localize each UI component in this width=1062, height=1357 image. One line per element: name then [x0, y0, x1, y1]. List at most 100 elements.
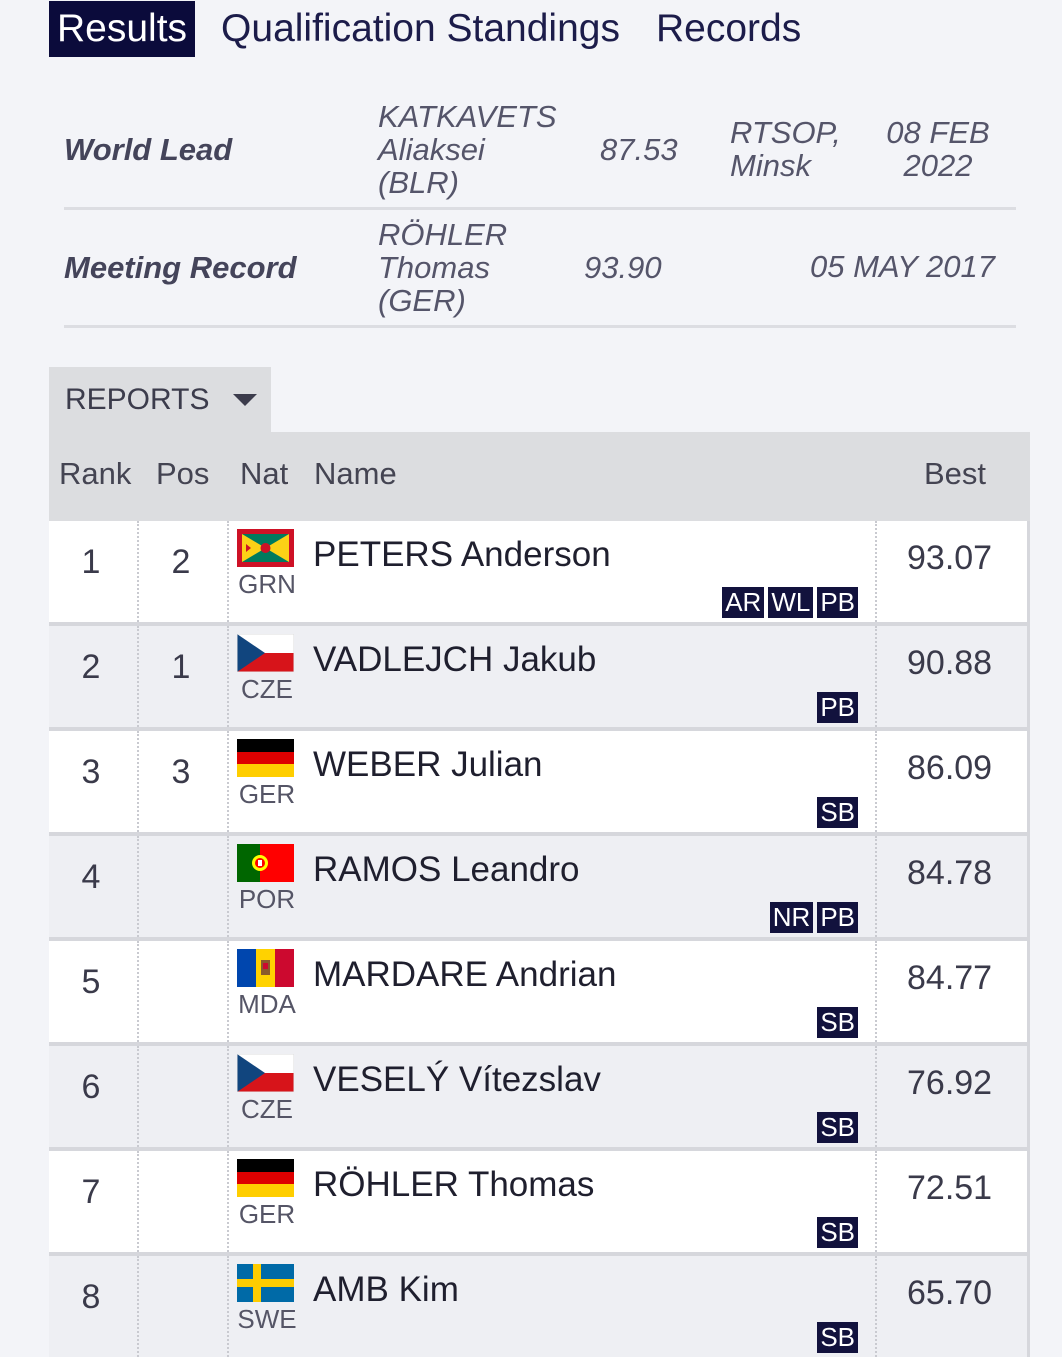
header-nat[interactable]: Nat [240, 456, 289, 491]
nat-code: GER [238, 779, 296, 809]
column-divider [137, 731, 139, 832]
tab-qualification-standings[interactable]: Qualification Standings [221, 7, 620, 50]
divider [64, 325, 1016, 328]
record-badges: AR WL PB [722, 587, 858, 618]
best-mark: 86.09 [907, 749, 993, 787]
table-row[interactable]: 1 2 GRN PETERS Anderson AR WL PB 93.07 [49, 521, 1030, 626]
best-mark: 76.92 [907, 1064, 993, 1102]
column-divider [227, 1256, 229, 1357]
athlete-name-link[interactable]: RAMOS Leandro [313, 850, 580, 889]
column-divider [137, 521, 139, 622]
column-divider [875, 836, 877, 937]
header-best[interactable]: Best [924, 456, 987, 491]
table-row[interactable]: 4 POR RAMOS Leandro NR PB 84.78 [49, 836, 1030, 941]
athlete-name-link[interactable]: RÖHLER Thomas [313, 1165, 595, 1204]
table-row[interactable]: 8 SWE AMB Kim SB 65.70 [49, 1256, 1030, 1357]
tab-results[interactable]: Results [49, 1, 196, 57]
rank-cell: 4 [81, 858, 101, 896]
athlete-name-link[interactable]: VADLEJCH Jakub [313, 640, 597, 679]
caret-down-icon [233, 394, 258, 406]
flag-cze-icon [236, 1053, 295, 1093]
athlete-name-link[interactable]: VESELÝ Vítezslav [313, 1060, 601, 1099]
world-lead-date-day-month: 08 FEB [886, 115, 990, 150]
column-divider [875, 941, 877, 1042]
world-lead-venue-city: Minsk [730, 148, 811, 183]
meeting-record-athlete: RÖHLER Thomas (GER) [378, 218, 578, 317]
badge-sb: SB [817, 1217, 858, 1248]
flag-ger-icon [237, 1159, 294, 1197]
header-name[interactable]: Name [314, 456, 397, 491]
world-lead-row: World Lead KATKAVETS Aliaksei (BLR) 87.5… [64, 98, 1016, 206]
rank-cell: 5 [81, 963, 101, 1001]
meeting-record-athlete-surname: RÖHLER [378, 217, 508, 252]
rank-cell: 2 [81, 648, 101, 686]
pos-cell: 1 [171, 648, 191, 686]
table-body: 1 2 GRN PETERS Anderson AR WL PB 93.07 2 1… [49, 521, 1030, 1357]
world-lead-venue-meeting: RTSOP, [730, 115, 841, 150]
meeting-record-athlete-country: (GER) [378, 283, 466, 318]
table-row[interactable]: 2 1 CZE VADLEJCH Jakub PB 90.88 [49, 626, 1030, 731]
world-lead-mark: 87.53 [600, 132, 678, 167]
flag-swe-icon [237, 1264, 294, 1302]
column-divider [875, 626, 877, 727]
column-divider [137, 1256, 139, 1357]
record-badges: NR PB [769, 902, 858, 933]
best-mark: 72.51 [907, 1169, 993, 1207]
column-divider [227, 941, 229, 1042]
flag-grn-icon [237, 529, 294, 567]
column-divider [227, 1151, 229, 1252]
nat-code: SWE [237, 1304, 297, 1334]
world-lead-athlete-surname: KATKAVETS [378, 99, 557, 134]
column-divider [137, 626, 139, 727]
athlete-name-link[interactable]: AMB Kim [313, 1270, 459, 1309]
rank-cell: 1 [81, 543, 101, 581]
flag-cze-icon [236, 633, 295, 673]
rank-cell: 3 [81, 753, 101, 791]
column-divider [875, 1046, 877, 1147]
record-badges: SB [817, 1112, 858, 1143]
results-tabs: Results Qualification Standings Records [49, 0, 833, 58]
nat-code: GRN [238, 569, 296, 599]
row-edge [1027, 836, 1030, 937]
best-mark: 93.07 [907, 539, 993, 577]
row-edge [1027, 1046, 1030, 1147]
column-divider [137, 836, 139, 937]
record-badges: SB [817, 1007, 858, 1038]
badge-pb: PB [817, 692, 858, 723]
column-divider [227, 1046, 229, 1147]
world-lead-athlete-country: (BLR) [378, 165, 459, 200]
athlete-name-link[interactable]: WEBER Julian [313, 745, 543, 784]
flag-ger-icon [237, 739, 294, 777]
badge-pb: PB [817, 902, 858, 933]
row-edge [1027, 731, 1030, 832]
meeting-record-athlete-firstname: Thomas [378, 250, 490, 285]
rank-cell: 7 [81, 1173, 101, 1211]
header-rank[interactable]: Rank [59, 456, 132, 491]
column-divider [875, 731, 877, 832]
badge-ar: AR [722, 587, 765, 618]
rank-cell: 8 [81, 1278, 101, 1316]
badge-sb: SB [817, 1112, 858, 1143]
world-lead-label: World Lead [64, 132, 233, 167]
row-edge [1027, 1256, 1030, 1357]
best-mark: 90.88 [907, 644, 993, 682]
table-row[interactable]: 6 CZE VESELÝ Vítezslav SB 76.92 [49, 1046, 1030, 1151]
record-badges: SB [817, 1217, 858, 1248]
meeting-record-label: Meeting Record [64, 250, 297, 285]
world-lead-athlete-firstname: Aliaksei [378, 132, 485, 167]
divider [64, 207, 1016, 210]
meeting-record-date: 05 MAY 2017 [810, 249, 995, 284]
badge-sb: SB [817, 1322, 858, 1353]
reports-dropdown[interactable]: REPORTS [49, 367, 271, 433]
table-header: Rank Pos Nat Name Best [49, 432, 1030, 521]
athlete-name-link[interactable]: MARDARE Andrian [313, 955, 617, 994]
nat-code: POR [238, 884, 296, 914]
athlete-name-link[interactable]: PETERS Anderson [313, 535, 611, 574]
flag-por-icon [237, 844, 294, 882]
table-row[interactable]: 3 3 GER WEBER Julian SB 86.09 [49, 731, 1030, 836]
tab-records[interactable]: Records [655, 7, 802, 50]
table-row[interactable]: 7 GER RÖHLER Thomas SB 72.51 [49, 1151, 1030, 1256]
header-pos[interactable]: Pos [156, 456, 210, 491]
table-row[interactable]: 5 MDA MARDARE Andrian SB 84.77 [49, 941, 1030, 1046]
world-lead-date: 08 FEB 2022 [876, 116, 1000, 182]
